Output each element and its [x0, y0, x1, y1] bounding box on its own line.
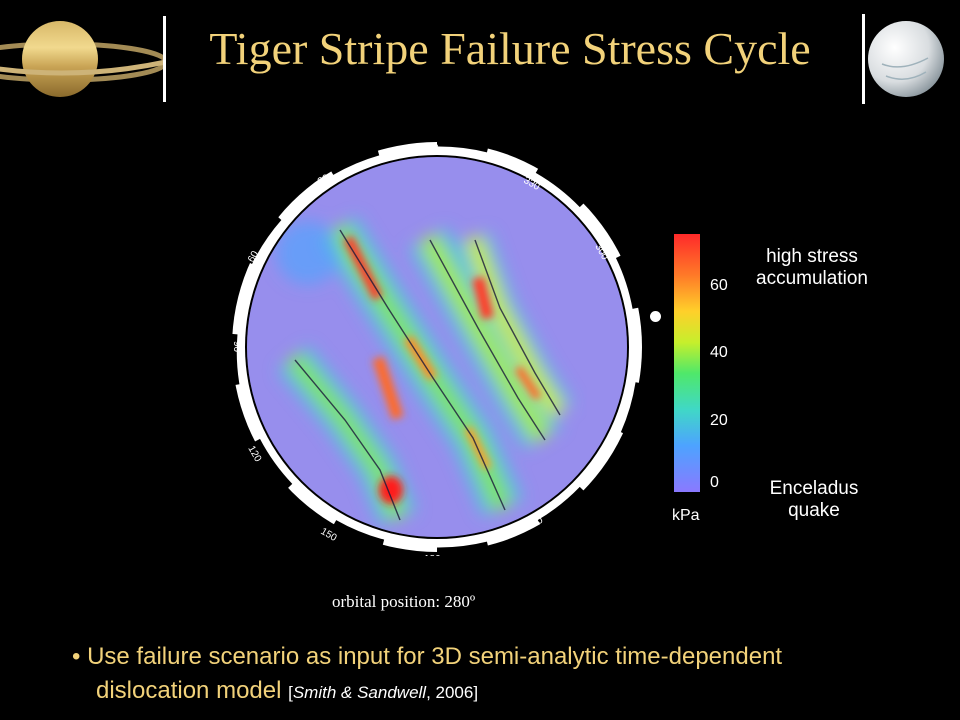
bullet-marker: •	[72, 643, 81, 670]
colorbar-tick: 20	[710, 412, 728, 429]
bullet-point: • Use failure scenario as input for 3D s…	[72, 640, 932, 710]
dial-label: 180	[424, 554, 441, 556]
orbital-position-caption: orbital position: 280º	[332, 592, 476, 611]
slide-title: Tiger Stripe Failure Stress Cycle	[209, 23, 811, 74]
cite-author: Smith & Sandwell	[292, 683, 427, 702]
dial-label: 30	[316, 172, 332, 187]
quake-line1: Enceladus	[769, 478, 859, 499]
stress-map: 0 330 300 270 240 210 180 150 120 90 60 …	[228, 138, 645, 556]
high-stress-label: high stress accumulation	[742, 246, 882, 290]
cite-close: ]	[473, 683, 479, 702]
saturn-image	[0, 16, 166, 102]
colorbar-tick: 60	[710, 277, 728, 294]
dial-label: 90	[231, 341, 242, 353]
high-stress-line2: accumulation	[756, 268, 868, 289]
dial-segments	[228, 138, 645, 556]
colorbar-tick: 0	[710, 474, 719, 491]
cite-year: , 2006	[426, 683, 474, 702]
quake-line2: quake	[788, 500, 840, 521]
colorbar-tick: 40	[710, 344, 728, 361]
bullet-line1: Use failure scenario as input for 3D sem…	[87, 643, 783, 670]
dial-label: 60	[246, 249, 261, 265]
quake-label: Enceladus quake	[756, 478, 872, 522]
dial-label: 270	[630, 338, 641, 355]
dial-label: 0	[433, 143, 439, 154]
bullet-line2: dislocation model	[96, 677, 282, 704]
position-dot	[650, 311, 661, 322]
cite-open: [	[288, 683, 293, 702]
citation: [Smith & Sandwell, 2006]	[288, 683, 478, 702]
stress-colorbar	[674, 234, 700, 492]
enceladus-image	[862, 14, 944, 104]
high-stress-line1: high stress	[766, 246, 858, 267]
colorbar-unit: kPa	[672, 507, 700, 524]
